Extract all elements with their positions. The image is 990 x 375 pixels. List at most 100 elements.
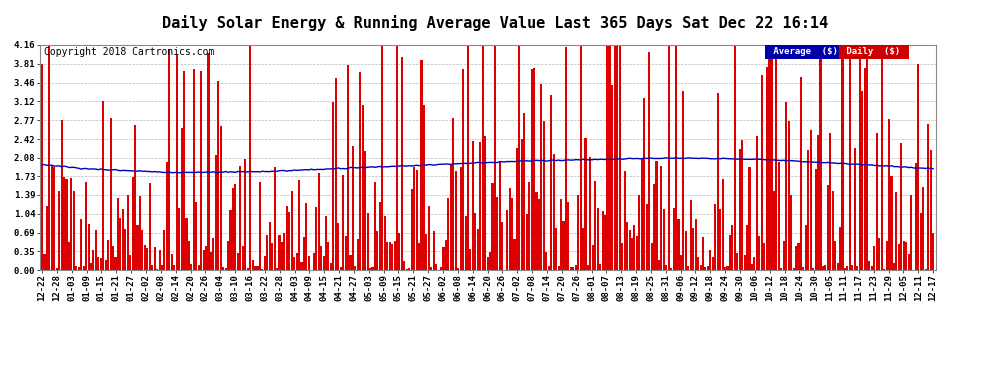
Bar [599,264,601,270]
Bar [705,267,707,270]
Bar [552,154,554,270]
Bar [765,67,767,270]
Bar [700,265,702,270]
Bar [217,81,220,270]
Bar [775,45,777,270]
Bar [717,93,719,270]
Bar [895,192,897,270]
Bar [920,213,922,270]
Bar [396,45,398,270]
Bar [338,224,340,270]
Bar [245,159,247,270]
Bar [137,225,139,270]
Bar [614,45,616,270]
Bar [773,191,775,270]
Bar [220,126,222,270]
Bar [200,70,202,270]
Bar [521,139,523,270]
Bar [648,52,650,270]
Bar [85,182,87,270]
Bar [276,268,278,270]
Bar [80,219,82,270]
Bar [830,133,832,270]
Bar [722,179,724,270]
Bar [185,218,187,270]
Bar [739,149,741,270]
Bar [454,171,456,270]
Bar [604,215,606,270]
Bar [893,263,895,270]
Bar [863,68,865,270]
Bar [401,57,403,270]
Bar [565,47,567,270]
Bar [281,242,283,270]
Bar [621,243,624,270]
Bar [318,173,320,270]
Bar [511,198,513,270]
Bar [100,258,102,270]
Bar [851,265,853,270]
Bar [386,242,388,270]
Bar [403,261,405,270]
Bar [653,183,655,270]
Bar [127,195,129,270]
Bar [436,264,438,270]
Bar [587,266,589,270]
Bar [760,75,762,270]
Bar [340,267,342,270]
Bar [619,45,621,270]
Bar [335,78,337,270]
Bar [557,266,559,270]
Bar [115,257,117,270]
Bar [579,45,582,270]
Bar [719,209,721,270]
Bar [213,238,215,270]
Bar [472,141,474,270]
Bar [898,244,900,270]
Bar [359,72,361,270]
Bar [163,230,165,270]
Bar [411,189,413,270]
Bar [328,242,330,270]
Bar [820,45,822,270]
Bar [550,95,552,270]
Bar [349,255,351,270]
Bar [815,169,817,270]
Bar [374,182,376,270]
Bar [393,241,396,270]
Bar [459,167,461,270]
Bar [124,229,127,270]
Bar [582,228,584,270]
Bar [712,257,714,270]
Bar [46,206,48,270]
Bar [928,123,930,270]
Bar [249,45,251,270]
Bar [629,230,631,270]
Bar [44,254,46,270]
Bar [479,142,481,270]
Bar [868,261,870,270]
Bar [369,268,371,270]
Bar [514,239,516,270]
Bar [102,101,104,270]
Bar [900,142,902,270]
Bar [702,237,704,270]
Bar [175,55,178,270]
Bar [631,238,633,270]
Bar [73,191,75,270]
Bar [770,45,772,270]
Bar [873,246,875,270]
Bar [305,203,308,270]
Bar [256,266,258,270]
Bar [890,176,893,270]
Bar [876,133,878,270]
Bar [356,239,358,270]
Bar [639,195,641,270]
Bar [562,220,564,270]
Bar [780,268,782,270]
Bar [97,257,99,270]
Bar [516,148,518,270]
Bar [709,250,712,270]
Bar [489,252,491,270]
Bar [168,49,170,270]
